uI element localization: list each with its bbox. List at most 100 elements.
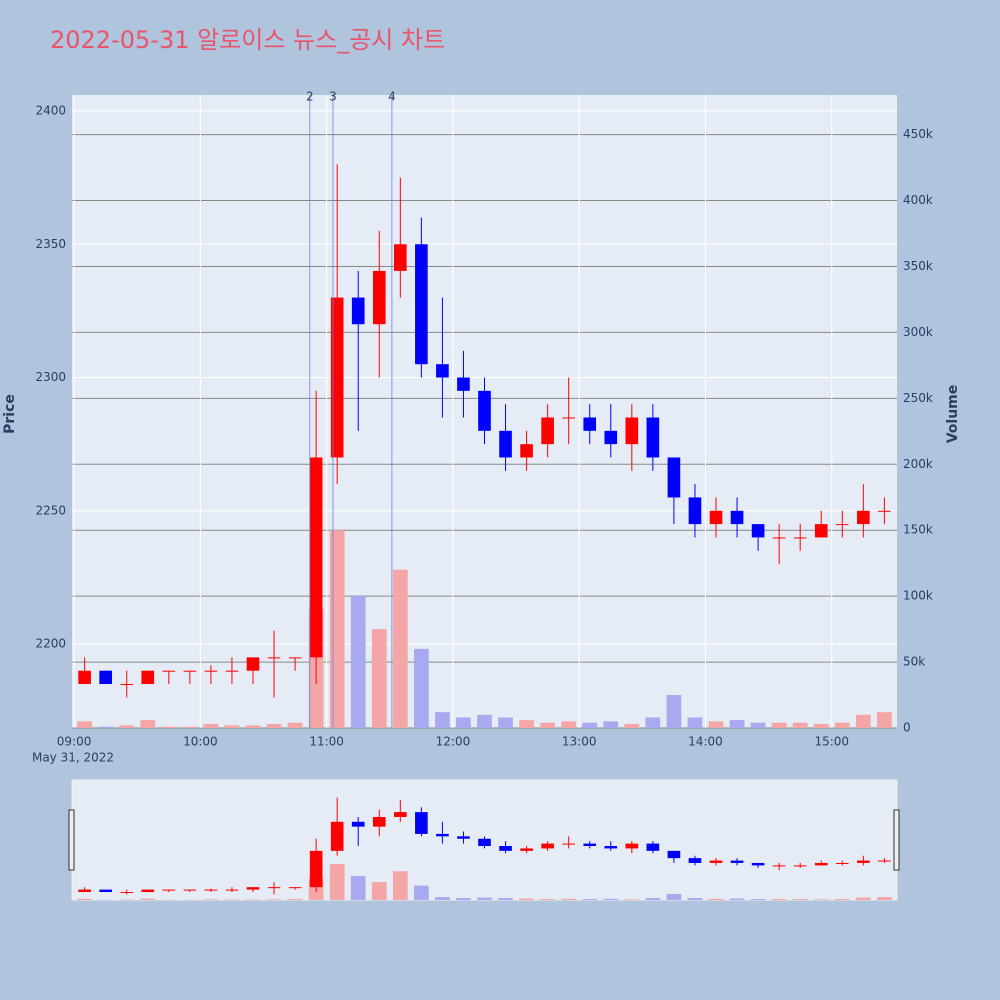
volume-bar bbox=[413, 648, 429, 728]
rangeslider-volume-bar bbox=[708, 898, 724, 900]
candle-body bbox=[330, 297, 344, 458]
rangeslider-volume-bar bbox=[540, 899, 556, 900]
rangeslider-candle-body bbox=[793, 865, 807, 867]
rangeslider-candle-body bbox=[162, 889, 176, 891]
rangeslider-volume-bar bbox=[813, 899, 829, 900]
y2-tick-label: 400k bbox=[903, 193, 933, 207]
x-tick-label: 14:00 bbox=[688, 735, 723, 749]
rangeslider-candle-body bbox=[835, 862, 849, 864]
volume-bar bbox=[561, 721, 577, 728]
volume-bar bbox=[792, 722, 808, 728]
y2-tick-label: 150k bbox=[903, 523, 933, 537]
candle-body bbox=[141, 670, 155, 685]
rangeslider-candle-body bbox=[646, 843, 660, 851]
date-label: May 31, 2022 bbox=[32, 751, 114, 765]
y-tick-label: 2400 bbox=[35, 103, 66, 117]
chart-title: 2022-05-31 알로이스 뉴스_공시 차트 bbox=[50, 26, 445, 54]
candle-body bbox=[562, 417, 575, 419]
rangeslider-candle-body bbox=[394, 812, 407, 817]
candle-body bbox=[372, 270, 386, 325]
volume-bar bbox=[813, 724, 829, 728]
rangeslider-candle-body bbox=[183, 889, 197, 891]
rangeslider-candle-body bbox=[78, 889, 91, 893]
volume-bar bbox=[266, 724, 282, 728]
rangeslider-volume-bar bbox=[477, 897, 492, 900]
rangeslider-volume-bar bbox=[877, 897, 892, 900]
rangeslider-candle-body bbox=[478, 838, 491, 847]
rangeslider-volume-bar bbox=[350, 876, 366, 900]
volume-bar bbox=[750, 722, 766, 728]
rangeslider-volume-bar bbox=[519, 898, 534, 900]
candle-body bbox=[814, 524, 828, 538]
candle-body bbox=[309, 457, 323, 658]
rangeslider-volume-bar bbox=[561, 898, 577, 900]
volume-bar bbox=[182, 726, 198, 728]
x-tick-label: 09:00 bbox=[57, 735, 92, 749]
volume-bar bbox=[855, 714, 871, 728]
rangeslider-volume-bar bbox=[498, 898, 513, 900]
y2-tick-label: 250k bbox=[903, 391, 933, 405]
rangeslider-candle-body bbox=[204, 889, 218, 891]
rangeslider-candle-body bbox=[814, 862, 828, 866]
rangeslider-volume-bar bbox=[687, 898, 703, 900]
volume-bar bbox=[582, 722, 598, 728]
rangeslider-volume-bar bbox=[603, 898, 619, 900]
candle-body bbox=[583, 417, 597, 431]
volume-bar bbox=[329, 530, 345, 728]
candle-body bbox=[78, 670, 91, 685]
candle-body bbox=[688, 497, 702, 525]
volume-bar bbox=[540, 722, 556, 728]
y2-axis-title: Volume bbox=[945, 385, 961, 444]
rangeslider-candle-body bbox=[878, 860, 891, 862]
rangeslider-handle[interactable] bbox=[893, 809, 900, 871]
x-tick-label: 12:00 bbox=[436, 735, 471, 749]
rangeslider-candle-body bbox=[436, 833, 449, 837]
rangeslider-candle-body bbox=[246, 887, 260, 890]
volume-bar bbox=[245, 725, 261, 728]
candle-body bbox=[709, 510, 723, 525]
rangeslider-candle-body bbox=[772, 865, 786, 867]
rangeslider-candle-body bbox=[709, 860, 723, 863]
rangeslider-volume-bar bbox=[834, 899, 850, 900]
rangeslider-candle-body bbox=[730, 860, 744, 863]
rangeslider-volume-bar bbox=[140, 898, 156, 900]
candle-body bbox=[436, 364, 449, 378]
volume-bar bbox=[224, 725, 240, 728]
candle-body bbox=[162, 670, 176, 672]
rangeslider-volume-bar bbox=[645, 898, 661, 900]
rangeslider-volume-bar bbox=[266, 899, 282, 900]
rangeslider-volume-bar bbox=[392, 871, 408, 900]
rangeslider-candle-body bbox=[688, 858, 702, 863]
volume-bar bbox=[624, 724, 640, 728]
rangeslider-volume-bar bbox=[413, 885, 429, 900]
rangeslider-candle-body bbox=[99, 889, 112, 893]
candle-body bbox=[667, 457, 681, 498]
volume-bar bbox=[645, 717, 661, 728]
volume-bar bbox=[877, 712, 892, 728]
candle-body bbox=[288, 657, 302, 659]
y-tick-label: 2250 bbox=[35, 503, 66, 517]
y2-tick-label: 100k bbox=[903, 589, 933, 603]
candle-body bbox=[183, 670, 197, 672]
volume-bar bbox=[456, 717, 471, 728]
rangeslider-candle-body bbox=[583, 843, 597, 847]
rangeslider-volume-bar bbox=[792, 899, 808, 900]
rangeslider-handle[interactable] bbox=[68, 809, 75, 871]
volume-bar bbox=[392, 569, 408, 728]
rangeslider-candle-body bbox=[288, 887, 302, 889]
candle-body bbox=[835, 524, 849, 526]
x-tick-label: 13:00 bbox=[562, 735, 597, 749]
rangeslider-volume-bar bbox=[77, 898, 92, 900]
rangeslider-candle-body bbox=[604, 846, 618, 849]
rangeslider-candle-body bbox=[541, 843, 554, 849]
y2-tick-label: 0 bbox=[903, 721, 911, 735]
candle-body bbox=[457, 377, 470, 391]
candle-body bbox=[478, 390, 491, 431]
rangeslider-volume-bar bbox=[771, 899, 787, 900]
rangeslider-volume-bar bbox=[456, 898, 471, 900]
candle-body bbox=[646, 417, 660, 458]
y-tick-label: 2350 bbox=[35, 237, 66, 251]
volume-bar bbox=[119, 725, 135, 728]
rangeslider-volume-bar bbox=[329, 864, 345, 900]
volume-bar bbox=[498, 717, 513, 728]
